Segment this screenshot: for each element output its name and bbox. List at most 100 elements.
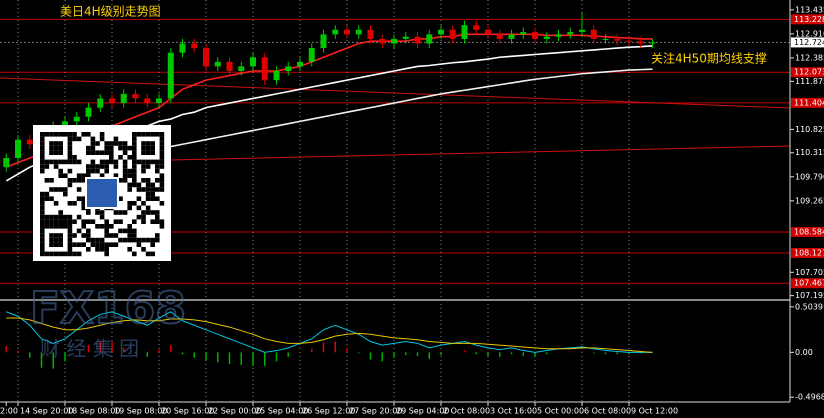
qr-module xyxy=(90,136,96,142)
candle-body xyxy=(567,32,574,35)
qr-module xyxy=(99,164,105,169)
qr-module xyxy=(72,233,77,238)
qr-module xyxy=(63,251,68,257)
qr-module xyxy=(63,224,68,229)
qr-module xyxy=(44,219,50,224)
qr-module xyxy=(86,168,91,174)
qr-module xyxy=(99,210,105,215)
candle-body xyxy=(26,139,33,145)
candle-body xyxy=(250,57,256,67)
y-tick-label: 109.265 xyxy=(795,196,824,205)
candle-body xyxy=(626,40,632,42)
qr-module xyxy=(113,242,119,247)
qr-module xyxy=(132,164,137,169)
qr-module xyxy=(58,150,63,155)
qr-module xyxy=(141,201,146,206)
qr-module xyxy=(141,210,146,215)
qr-module xyxy=(127,187,132,192)
candle-body xyxy=(379,38,386,44)
qr-module xyxy=(136,132,142,137)
candle-body xyxy=(15,139,21,159)
qr-module xyxy=(159,178,165,183)
qr-module xyxy=(99,247,105,252)
qr-module xyxy=(109,233,114,238)
qr-module xyxy=(159,132,165,137)
candle-body xyxy=(532,32,538,39)
qr-module xyxy=(118,141,123,146)
qr-module xyxy=(150,187,155,192)
qr-module xyxy=(58,214,63,220)
qr-module xyxy=(40,201,45,206)
qr-module xyxy=(40,214,45,220)
qr-module xyxy=(145,141,151,146)
candle-body xyxy=(285,66,292,71)
qr-module xyxy=(99,242,105,247)
qr-module xyxy=(141,150,146,155)
y-tick-label: 110.315 xyxy=(795,148,824,157)
qr-module xyxy=(63,187,68,192)
candle-body xyxy=(97,98,104,108)
qr-module xyxy=(67,168,73,174)
candle-body xyxy=(191,43,198,49)
qr-module xyxy=(58,219,63,224)
indicator-tick-label: 0.5039 xyxy=(795,302,823,311)
price-level-label: 111.404 xyxy=(794,98,824,107)
qr-module xyxy=(81,196,86,201)
qr-module xyxy=(113,141,119,146)
qr-module xyxy=(44,214,50,220)
qr-module xyxy=(145,196,151,201)
qr-module xyxy=(155,132,160,137)
qr-module xyxy=(67,224,73,229)
price-level-box xyxy=(791,67,824,78)
qr-module xyxy=(40,141,45,146)
last-price-box xyxy=(791,37,824,48)
qr-module xyxy=(118,219,123,224)
qr-module xyxy=(63,214,68,220)
x-tick-label: 14 Sep 20:00 xyxy=(20,407,73,416)
qr-module xyxy=(58,141,63,146)
candle-body xyxy=(238,66,245,71)
qr-module xyxy=(159,145,165,151)
qr-module xyxy=(72,201,77,206)
qr-module xyxy=(132,219,137,224)
candle-body xyxy=(485,29,491,35)
qr-module xyxy=(67,233,73,238)
trend-line xyxy=(0,77,791,109)
candle-body xyxy=(297,61,303,67)
qr-module xyxy=(53,219,59,224)
qr-module xyxy=(122,150,128,155)
candle-body xyxy=(85,107,92,117)
qr-module xyxy=(81,224,86,229)
qr-module xyxy=(40,164,45,169)
qr-module xyxy=(90,145,96,151)
qr-module xyxy=(53,237,59,243)
qr-module xyxy=(127,233,132,238)
qr-module xyxy=(136,242,142,247)
qr-code xyxy=(33,125,171,261)
qr-module xyxy=(145,191,151,197)
qr-module xyxy=(40,145,45,151)
watermark-subtitle: 财 经 集 团 xyxy=(40,337,139,361)
qr-module xyxy=(122,237,128,243)
qr-module xyxy=(127,224,132,229)
watermark-brand: FX168 xyxy=(30,283,186,334)
qr-module xyxy=(104,224,109,229)
qr-module xyxy=(53,251,59,257)
qr-module xyxy=(104,164,109,169)
qr-module xyxy=(132,168,137,174)
qr-module xyxy=(72,178,77,183)
qr-module xyxy=(109,242,114,247)
watermark: FX168 财 经 集 团 xyxy=(29,282,187,361)
x-tick-label: 2 Oct 08:00 xyxy=(443,407,490,416)
qr-module xyxy=(99,224,105,229)
qr-module xyxy=(49,237,54,243)
qr-module xyxy=(145,237,151,243)
candle-body xyxy=(332,29,339,35)
qr-module xyxy=(141,247,146,252)
qr-module xyxy=(127,228,132,234)
qr-module xyxy=(90,242,96,247)
qr-module xyxy=(53,242,59,247)
qr-module xyxy=(145,150,151,155)
qr-module xyxy=(109,159,114,165)
x-tick-label: 25 Sep 04:00 xyxy=(255,407,308,416)
